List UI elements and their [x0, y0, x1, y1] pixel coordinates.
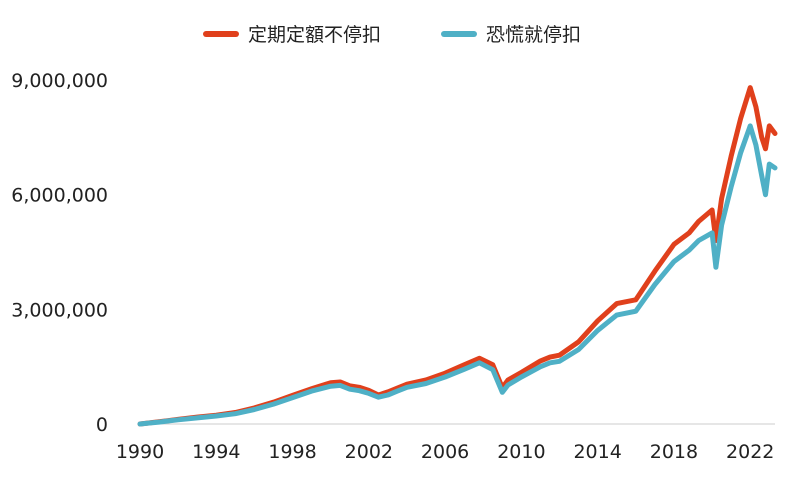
series-layer: [137, 85, 778, 427]
x-tick-label: 2010: [497, 441, 545, 463]
x-tick-label: 2002: [345, 441, 393, 463]
x-tick-label: 1990: [116, 441, 164, 463]
y-tick-label: 6,000,000: [11, 185, 108, 207]
x-tick-label: 2006: [421, 441, 469, 463]
legend-label-series-2: 恐慌就停扣: [486, 24, 581, 46]
x-tick-label: 1994: [192, 441, 240, 463]
series-line-2: [137, 123, 778, 427]
legend: 定期定額不停扣 恐慌就停扣: [203, 24, 581, 46]
x-axis-tick-labels: 1990 1994 1998 2002 2006 2010 2014 2018 2022: [116, 441, 775, 463]
x-tick-label: 2018: [650, 441, 698, 463]
y-tick-label: 0: [96, 414, 108, 436]
y-tick-label: 9,000,000: [11, 70, 108, 92]
legend-label-series-1: 定期定額不停扣: [248, 24, 381, 46]
y-tick-label: 3,000,000: [11, 299, 108, 321]
x-tick-label: 1998: [268, 441, 316, 463]
x-tick-label: 2022: [726, 441, 774, 463]
y-axis-tick-labels: 0 3,000,000 6,000,000 9,000,000: [11, 70, 108, 436]
x-tick-label: 2014: [573, 441, 621, 463]
